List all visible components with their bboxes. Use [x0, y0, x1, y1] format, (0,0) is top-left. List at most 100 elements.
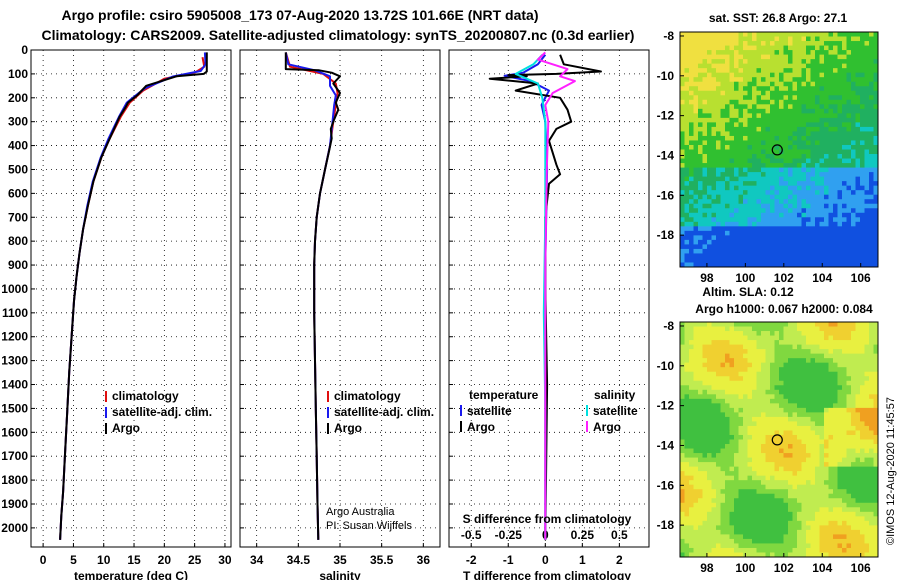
heatmap-cell [747, 516, 753, 522]
heatmap-cell [689, 457, 694, 463]
heatmap-cell [702, 502, 708, 508]
heatmap-cell [815, 439, 820, 445]
heatmap-cell [815, 416, 820, 422]
heatmap-cell [725, 358, 730, 364]
heatmap-cell [711, 104, 717, 110]
heatmap-cell [810, 54, 816, 60]
heatmap-cell [860, 59, 865, 65]
heatmap-cell [842, 421, 847, 427]
heatmap-cell [729, 394, 735, 400]
heatmap-cell [819, 50, 825, 55]
heatmap-cell [711, 475, 717, 481]
heatmap-cell [765, 122, 771, 128]
heatmap-cell [806, 185, 811, 191]
heatmap-cell [806, 511, 811, 517]
heatmap-cell [774, 163, 780, 168]
heatmap-cell [707, 239, 712, 245]
heatmap-cell [806, 547, 811, 553]
heatmap-cell [698, 203, 703, 209]
heatmap-cell [770, 425, 775, 431]
heatmap-cell [707, 547, 712, 553]
heatmap-cell [756, 208, 762, 214]
heatmap-cell [783, 167, 789, 173]
heatmap-cell [806, 203, 811, 209]
heatmap-cell [711, 376, 717, 382]
heatmap-cell [729, 45, 735, 51]
heatmap-cell [788, 389, 793, 395]
heatmap-cell [774, 185, 780, 191]
heatmap-cell [873, 144, 879, 150]
heatmap-cell [693, 235, 699, 241]
heatmap-cell [779, 335, 784, 341]
heatmap-cell [873, 104, 879, 110]
heatmap-cell [864, 331, 870, 336]
heatmap-cell [788, 54, 793, 60]
heatmap-cell [815, 50, 820, 55]
heatmap-cell [761, 367, 766, 373]
heatmap-cell [698, 257, 703, 263]
heatmap-cell [738, 203, 744, 209]
heatmap-cell [864, 367, 870, 373]
heatmap-cell [761, 380, 766, 386]
heatmap-cell [824, 439, 829, 445]
heatmap-cell [864, 493, 870, 499]
heatmap-cell [711, 439, 717, 445]
heatmap-cell [842, 547, 847, 553]
heatmap-cell [702, 68, 708, 74]
heatmap-cell [824, 122, 829, 128]
heatmap-cell [738, 217, 744, 223]
heatmap-cell [743, 99, 748, 105]
heatmap-cell [765, 163, 771, 168]
heatmap-cell [792, 335, 798, 341]
heatmap-cell [846, 394, 852, 400]
heatmap-cell [851, 444, 856, 449]
heatmap-cell [815, 176, 820, 182]
heatmap-cell [756, 181, 762, 187]
heatmap-cell [824, 176, 829, 182]
heatmap-cell [806, 466, 811, 472]
heatmap-cell [783, 398, 789, 404]
heatmap-cell [752, 226, 757, 232]
heatmap-cell [783, 511, 789, 517]
heatmap-cell [743, 176, 748, 182]
heatmap-cell [680, 475, 685, 481]
heatmap-cell [819, 45, 825, 51]
heatmap-cell [774, 412, 780, 418]
heatmap-cell [693, 194, 699, 200]
heatmap-cell [779, 117, 784, 123]
heatmap-cell [837, 77, 843, 83]
heatmap-cell [873, 466, 879, 472]
heatmap-cell [711, 453, 717, 458]
series-t-satellite [503, 54, 550, 540]
heatmap-cell [743, 376, 748, 382]
heatmap-cell [851, 380, 856, 386]
heatmap-cell [855, 362, 861, 368]
heatmap-cell [734, 462, 739, 468]
heatmap-cell [680, 466, 685, 472]
heatmap-cell [810, 425, 816, 431]
heatmap-cell [711, 511, 717, 517]
heatmap-cell [783, 525, 789, 531]
heatmap-cell [873, 208, 879, 214]
heatmap-cell [846, 412, 852, 418]
heatmap-cell [689, 95, 694, 101]
heatmap-cell [869, 90, 874, 96]
heatmap-cell [774, 453, 780, 458]
heatmap-cell [734, 239, 739, 245]
heatmap-cell [702, 489, 708, 495]
heatmap-cell [851, 230, 856, 236]
heatmap-cell [711, 457, 717, 463]
heatmap-cell [680, 230, 685, 236]
heatmap-cell [711, 480, 717, 486]
heatmap-cell [846, 344, 852, 350]
heatmap-cell [815, 77, 820, 83]
heatmap-cell [680, 529, 685, 535]
heatmap-cell [756, 108, 762, 114]
heatmap-cell [711, 226, 717, 232]
x-tick-label: 0 [542, 553, 549, 567]
heatmap-cell [698, 448, 703, 454]
heatmap-cell [738, 158, 744, 164]
heatmap-cell [774, 507, 780, 513]
heatmap-cell [851, 529, 856, 535]
heatmap-cell [770, 190, 775, 196]
